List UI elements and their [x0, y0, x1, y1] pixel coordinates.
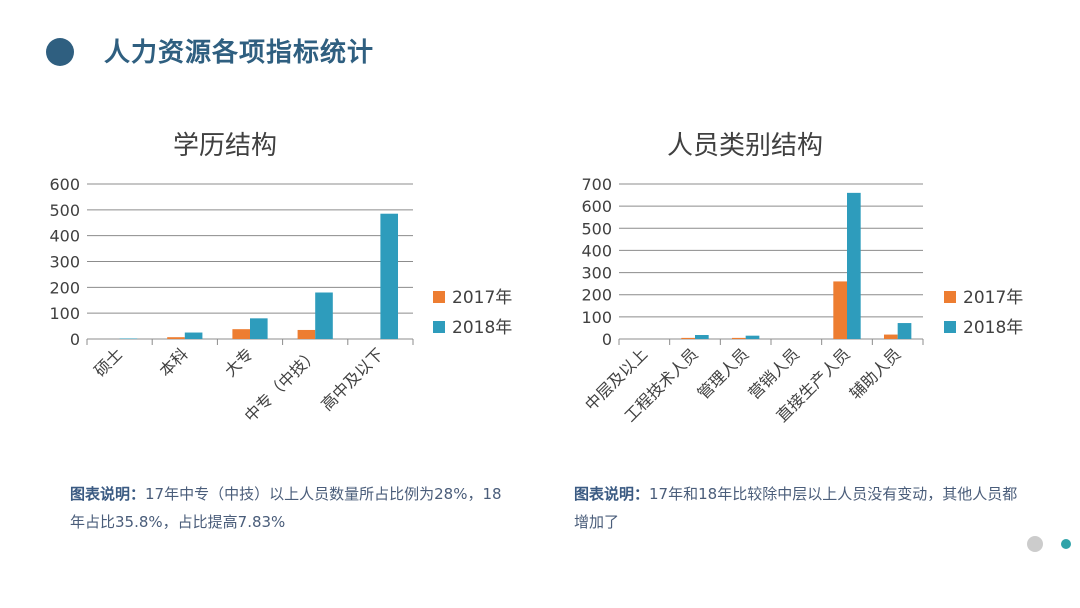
bar-2018年	[847, 192, 861, 339]
note-text: 17年和18年比较除中层以上人员没有变动，其他人员都增加了	[574, 485, 1018, 531]
staff-category-chart: 人员类别结构0100200300400500600700中层及以上工程技术人员管…	[581, 131, 1023, 426]
y-tick-label: 500	[49, 201, 80, 220]
legend-swatch	[944, 321, 956, 333]
y-tick-label: 200	[49, 278, 80, 297]
bar-2018年	[745, 335, 760, 339]
legend-swatch	[944, 291, 956, 303]
y-tick-label: 600	[581, 197, 612, 216]
bar-2018年	[695, 335, 709, 339]
note-label: 图表说明：	[70, 485, 146, 503]
x-tick-label: 管理人员	[694, 344, 753, 403]
legend-label: 2018年	[963, 318, 1023, 338]
x-tick-label: 辅助人员	[846, 344, 905, 403]
bar-2017年	[232, 329, 250, 339]
chart-title: 人员类别结构	[667, 131, 823, 161]
bar-2018年	[119, 338, 138, 339]
y-tick-label: 0	[602, 330, 612, 349]
bar-2017年	[833, 281, 847, 339]
staff-chart-note: 图表说明：17年和18年比较除中层以上人员没有变动，其他人员都增加了	[574, 480, 1024, 536]
legend-swatch	[433, 291, 445, 303]
bar-2017年	[297, 329, 316, 339]
bar-2018年	[315, 292, 333, 339]
bar-2017年	[167, 337, 185, 339]
y-tick-label: 100	[581, 308, 612, 327]
bar-2018年	[380, 213, 399, 339]
note-text: 17年中专（中技）以上人员数量所占比例为28%，18年占比35.8%，占比提高7…	[70, 485, 502, 531]
slide-nav-dot-icon	[1027, 536, 1043, 552]
legend-label: 2017年	[452, 288, 512, 308]
y-tick-label: 400	[581, 241, 612, 260]
note-label: 图表说明：	[574, 485, 650, 503]
legend-label: 2018年	[452, 318, 512, 338]
legend-label: 2017年	[963, 288, 1023, 308]
legend-swatch	[433, 321, 445, 333]
bar-2017年	[883, 334, 898, 339]
title-bullet-icon	[46, 38, 74, 66]
chart-title: 学历结构	[173, 131, 277, 161]
bar-2018年	[184, 332, 203, 339]
x-tick-label: 本科	[156, 344, 192, 380]
y-tick-label: 0	[70, 330, 80, 349]
y-tick-label: 500	[581, 219, 612, 238]
bar-2017年	[731, 337, 746, 339]
y-tick-label: 100	[49, 304, 80, 323]
y-tick-label: 700	[581, 175, 612, 194]
bar-2018年	[250, 318, 268, 339]
y-tick-label: 200	[581, 286, 612, 305]
y-tick-label: 400	[49, 227, 80, 246]
page-title: 人力资源各项指标统计	[104, 38, 375, 68]
bar-2018年	[897, 323, 912, 339]
bar-2017年	[681, 337, 695, 339]
y-tick-label: 300	[581, 264, 612, 283]
x-tick-label: 硕士	[90, 344, 126, 380]
y-tick-label: 600	[49, 175, 80, 194]
x-tick-label: 大专	[221, 344, 257, 380]
slide-nav-dot-active-icon	[1061, 539, 1071, 549]
x-tick-label: 高中及以下	[317, 344, 387, 414]
y-tick-label: 300	[49, 253, 80, 272]
education-chart-note: 图表说明：17年中专（中技）以上人员数量所占比例为28%，18年占比35.8%，…	[70, 480, 510, 536]
